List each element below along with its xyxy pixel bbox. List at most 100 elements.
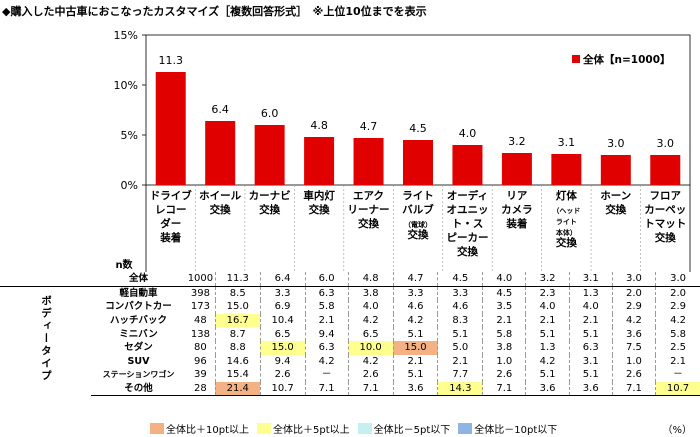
data-label: 4.0 bbox=[459, 127, 477, 140]
row-label: 軽自動車 bbox=[119, 287, 158, 299]
legend-item: 全体比＋5pt以上 bbox=[257, 421, 350, 436]
data-label: 3.1 bbox=[558, 136, 576, 149]
table-cell: 6.9 bbox=[259, 300, 306, 314]
table-cell: 3.6 bbox=[392, 381, 438, 397]
table-cell: 21.4 bbox=[214, 381, 261, 397]
category-label: リア bbox=[506, 190, 527, 202]
table-row: ハッチバック 48 16.7 10.4 2.1 4.2 4.2 8.3 2.1 2.1 2.1 4.2… bbox=[0, 313, 700, 328]
table-cell: 4.0 bbox=[525, 300, 570, 314]
table-cell: 2.1 bbox=[568, 313, 613, 328]
category-label: 装着 bbox=[505, 217, 527, 230]
table-cell: 14.3 bbox=[437, 381, 483, 397]
category-label: リーナー bbox=[348, 204, 390, 216]
table-cell: 3.3 bbox=[259, 286, 306, 301]
table-cell: 10.7 bbox=[259, 381, 306, 397]
category-label: ピーカー bbox=[446, 232, 488, 244]
category-label: 交換 bbox=[605, 203, 626, 216]
table-cell: 15.0 bbox=[259, 340, 306, 355]
side-blank bbox=[0, 272, 91, 287]
row-n: 48 bbox=[194, 315, 207, 327]
table-cell: 4.2 bbox=[611, 313, 656, 328]
table-cell: 3.2 bbox=[525, 272, 570, 287]
bar bbox=[403, 140, 433, 185]
table-row: ミニバン 138 8.7 6.5 9.4 6.5 5.1 5.1 5.8 5.1 5.1 3.6 5.8 bbox=[0, 327, 700, 341]
category-label: （電球） bbox=[404, 220, 432, 229]
category-label: ホーン bbox=[600, 190, 631, 202]
y-tick-label: 0% bbox=[121, 179, 138, 192]
row-label: ハッチバック bbox=[109, 315, 167, 327]
category-label: バルブ bbox=[402, 203, 434, 216]
legend-item: 全体比＋10pt以上 bbox=[150, 421, 249, 436]
table-cell: 8.3 bbox=[437, 313, 483, 328]
table-cell: 3.1 bbox=[568, 354, 613, 369]
table-cell: 5.8 bbox=[482, 327, 526, 341]
table-cell: － bbox=[304, 368, 349, 382]
category-label: （ヘッド bbox=[552, 207, 580, 215]
table-cell: 6.5 bbox=[347, 327, 394, 341]
table-cell: 5.8 bbox=[655, 327, 700, 341]
table-cell: 6.0 bbox=[304, 272, 349, 287]
table-cell: 7.7 bbox=[437, 368, 483, 382]
table-cell: 1.3 bbox=[525, 340, 570, 355]
table-cell: 4.2 bbox=[525, 354, 570, 369]
table-cell: 2.9 bbox=[655, 300, 700, 314]
category-label: カメラ bbox=[501, 204, 533, 216]
n-header: n数 bbox=[115, 258, 133, 271]
category-label: フロア bbox=[650, 190, 682, 202]
category-label: 交換 bbox=[655, 231, 676, 244]
category-label: ト・ス bbox=[452, 218, 484, 230]
table-cell: 7.1 bbox=[482, 381, 526, 397]
category-label: 交換 bbox=[556, 236, 577, 249]
table-cell: 2.1 bbox=[482, 313, 526, 328]
legend-swatch bbox=[458, 423, 473, 434]
table-cell: 5.1 bbox=[568, 327, 613, 341]
row-n: 80 bbox=[194, 342, 207, 354]
table-row: ステーションワゴン 39 15.4 2.6 － 2.6 5.1 7.7 2.6 5.1 5.1 2.6… bbox=[0, 368, 700, 382]
table-cell: 3.3 bbox=[392, 286, 438, 301]
table-cell: 3.3 bbox=[437, 286, 483, 301]
table-cell: 8.7 bbox=[214, 327, 261, 341]
bar bbox=[304, 137, 335, 185]
table-cell: 6.5 bbox=[259, 327, 306, 341]
legend-text: 全体比－10pt以下 bbox=[474, 425, 558, 436]
table-cell: 4.5 bbox=[437, 272, 483, 287]
table-cell: 6.4 bbox=[259, 272, 306, 287]
row-n: 39 bbox=[194, 369, 207, 381]
legend-item: 全体比－5pt以下 bbox=[357, 421, 451, 436]
data-label: 6.4 bbox=[211, 103, 229, 116]
bar bbox=[600, 155, 631, 185]
bar bbox=[551, 154, 582, 185]
category-label: ライト bbox=[402, 190, 434, 202]
bar bbox=[205, 121, 236, 185]
table-cell: 5.0 bbox=[437, 340, 483, 355]
data-label: 3.0 bbox=[607, 137, 625, 150]
category-label: オユニッ bbox=[446, 204, 488, 216]
table-cell: 4.5 bbox=[482, 286, 526, 301]
category-label: 本体） bbox=[555, 228, 577, 237]
legend-label: 全体【n=1000】 bbox=[582, 53, 671, 66]
data-label: 6.0 bbox=[261, 107, 279, 120]
data-label: 4.5 bbox=[409, 122, 427, 135]
bar bbox=[353, 138, 384, 185]
legend-text: 全体比＋5pt以上 bbox=[273, 425, 350, 436]
table-cell: 2.1 bbox=[525, 313, 570, 328]
table-row: ボディータイプ 軽自動車 398 8.5 3.3 6.3 3.8 3.3 3.3 4.5 2.3 1.… bbox=[0, 286, 700, 383]
category-label: オーディ bbox=[447, 189, 488, 202]
category-label: カーナビ bbox=[249, 189, 291, 202]
category-label: エアク bbox=[353, 190, 384, 202]
table-cell: 4.2 bbox=[392, 313, 438, 328]
table-cell: 4.0 bbox=[568, 300, 613, 314]
table-cell: 3.0 bbox=[611, 272, 656, 287]
crosstab-table: 全体 1000 11.3 6.4 6.0 4.8 4.7 4.5 4.0 3.2 3.1 3.0 3.0… bbox=[0, 272, 700, 397]
legend-text: 全体比＋10pt以上 bbox=[166, 425, 249, 436]
bar bbox=[155, 72, 186, 185]
table-cell: 3.6 bbox=[525, 381, 570, 397]
legend-swatch bbox=[257, 423, 271, 434]
category-label: 交換 bbox=[408, 228, 429, 241]
table-cell: 2.3 bbox=[525, 286, 570, 301]
legend-text: 全体比－5pt以下 bbox=[373, 425, 451, 436]
table-cell: 2.9 bbox=[611, 300, 656, 314]
table-cell: 5.1 bbox=[437, 327, 483, 341]
row-label: 全体 bbox=[91, 272, 186, 287]
category-label: 灯体 bbox=[556, 189, 577, 202]
